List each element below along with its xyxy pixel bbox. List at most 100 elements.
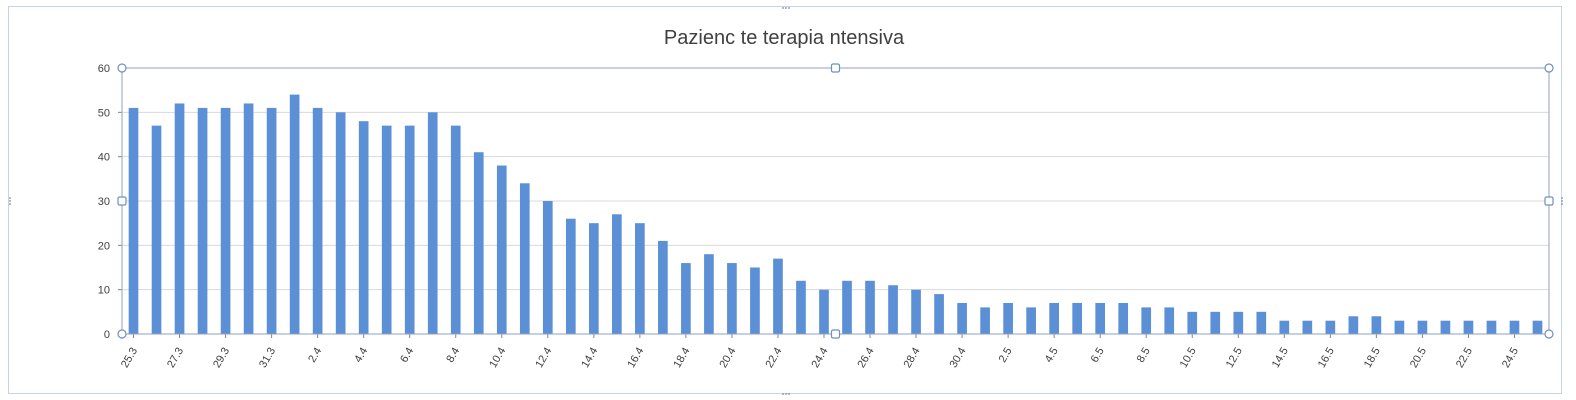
corner-resize-handle[interactable]: [1544, 63, 1554, 73]
bar-25.5: [1532, 320, 1543, 334]
y-tick-label: 20: [98, 240, 110, 252]
frame-grip-dot[interactable]: [788, 393, 790, 395]
frame-grip-dot[interactable]: [785, 393, 787, 395]
bar-27.3: [174, 103, 185, 334]
x-tick-label: 28.4: [902, 346, 923, 371]
x-tick-label: 6.4: [398, 346, 416, 365]
x-tick-label: 4.4: [352, 346, 370, 365]
bar-7.5: [1118, 302, 1129, 334]
y-tick-label: 40: [98, 152, 110, 164]
bar-15.5: [1302, 320, 1313, 334]
x-tick-label: 8.5: [1135, 346, 1153, 365]
frame-grip-dot[interactable]: [1561, 200, 1563, 202]
x-tick-label: 6.5: [1089, 346, 1107, 365]
bar-5.4: [381, 125, 392, 334]
frame-grip-dot[interactable]: [9, 203, 11, 205]
bar-13.5: [1256, 311, 1267, 334]
x-tick-label: 10.5: [1178, 346, 1199, 371]
bar-16.5: [1325, 320, 1336, 334]
bar-8.5: [1141, 307, 1152, 334]
bar-6.5: [1095, 302, 1106, 334]
frame-grip-dot[interactable]: [788, 7, 790, 9]
y-tick-labels: 0 10 20 30 40 50 60: [98, 63, 110, 341]
bar-1.4: [289, 94, 300, 334]
bar-24.5: [1509, 320, 1520, 334]
bar-3.5: [1026, 307, 1036, 334]
x-tick-label: 22.5: [1454, 346, 1475, 371]
bar-2.4: [312, 107, 323, 335]
bar-13.4: [565, 218, 576, 334]
x-tick-label: 20.4: [717, 346, 738, 371]
chart-title: Pazienc te terapia ntensiva: [664, 27, 905, 49]
bar-26.3: [151, 125, 162, 334]
edge-resize-handle[interactable]: [117, 196, 127, 206]
bar-12.5: [1233, 311, 1244, 334]
x-tick-label: 12.4: [533, 346, 554, 371]
bar-27.4: [888, 285, 898, 334]
corner-resize-handle[interactable]: [117, 63, 127, 73]
bar-21.5: [1440, 320, 1451, 334]
x-tick-label: 30.4: [948, 346, 969, 371]
bar-25.4: [842, 280, 852, 334]
frame-grip-dot[interactable]: [785, 7, 787, 9]
bar-28.3: [197, 107, 208, 335]
bar-10.4: [496, 165, 507, 334]
selection-handles[interactable]: [9, 7, 1563, 395]
corner-resize-handle[interactable]: [1544, 329, 1554, 339]
frame-grip-dot[interactable]: [1561, 203, 1563, 205]
bar-17.4: [658, 240, 668, 334]
x-tick-label: 20.5: [1408, 346, 1429, 371]
bar-4.5: [1049, 302, 1059, 334]
x-tick-label: 16.4: [625, 346, 646, 371]
x-tick-label: 29.3: [211, 346, 232, 371]
frame-grip-dot[interactable]: [782, 7, 784, 9]
bar-14.4: [589, 223, 599, 334]
bar-9.4: [473, 152, 484, 334]
bar-1.5: [980, 307, 990, 334]
x-tick-label: 25.3: [119, 346, 140, 371]
y-tick-label: 50: [98, 107, 110, 119]
frame-grip-dot[interactable]: [9, 200, 11, 202]
y-tick-label: 60: [98, 63, 110, 75]
bar-30.4: [957, 302, 967, 334]
edge-resize-handle[interactable]: [1544, 196, 1554, 206]
x-tick-label: 26.4: [856, 346, 877, 371]
frame-grip-dot[interactable]: [9, 197, 11, 199]
bar-14.5: [1279, 320, 1290, 334]
bar-7.4: [427, 112, 438, 334]
bar-30.3: [243, 103, 254, 334]
x-tick-label: 14.4: [579, 346, 600, 371]
bar-9.5: [1164, 307, 1175, 334]
bar-28.4: [911, 289, 921, 334]
chart-svg: 0 10 20 30 40 50 60 25.3 27.3 29.3 31.3 2.4 4.4 6.4 8…: [9, 7, 1563, 395]
corner-resize-handle[interactable]: [117, 329, 127, 339]
bar-11.4: [519, 183, 530, 334]
x-tick-label: 14.5: [1270, 346, 1291, 371]
x-tick-label: 22.4: [763, 346, 784, 371]
bar-18.4: [681, 263, 691, 334]
bar-24.4: [819, 289, 829, 334]
bar-18.5: [1371, 316, 1382, 334]
frame-grip-dot[interactable]: [782, 393, 784, 395]
edge-resize-handle[interactable]: [830, 329, 841, 339]
bar-19.4: [704, 254, 714, 334]
bar-2.5: [1003, 302, 1013, 334]
bar-19.5: [1394, 320, 1405, 334]
y-tick-label: 30: [98, 196, 110, 208]
frame-grip-dot[interactable]: [1561, 197, 1563, 199]
bar-23.5: [1486, 320, 1497, 334]
bar-6.4: [404, 125, 415, 334]
x-tick-labels: 25.3 27.3 29.3 31.3 2.4 4.4 6.4 8.4 10.4 12.4 14.4…: [119, 345, 1521, 370]
x-tick-label: 8.4: [444, 346, 462, 365]
x-tick-label: 24.5: [1500, 346, 1521, 371]
y-tick-label: 10: [98, 285, 110, 297]
x-tick-label: 2.5: [997, 346, 1015, 365]
bar-26.4: [865, 280, 875, 334]
edge-resize-handle[interactable]: [830, 63, 841, 73]
bar-12.4: [542, 201, 553, 334]
bar-29.4: [934, 294, 944, 334]
bar-10.5: [1187, 311, 1198, 334]
bar-17.5: [1348, 316, 1359, 334]
bar-4.4: [358, 121, 369, 334]
bar-8.4: [450, 125, 461, 334]
